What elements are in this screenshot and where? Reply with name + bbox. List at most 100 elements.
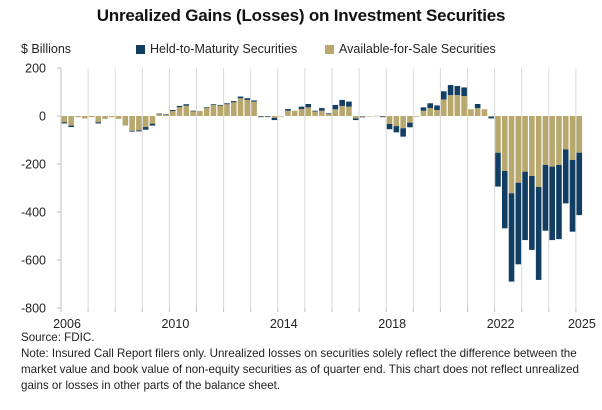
bar-afs-2024Q1 — [549, 116, 555, 167]
bar-afs-2014Q2 — [285, 110, 291, 116]
bar-htm-2020Q4 — [461, 87, 467, 97]
bar-afs-2016Q4 — [352, 116, 359, 119]
bar-htm-2023Q4 — [542, 164, 549, 231]
bar-afs-2007Q2 — [95, 116, 102, 123]
legend-item-htm: Held-to-Maturity Securities — [136, 42, 297, 56]
bar-afs-2019Q1 — [413, 116, 420, 117]
bar-htm-2022Q1 — [495, 152, 501, 187]
axes: 200 0 -200 -400 -600 -800 2006 2010 2014 2018 2022… — [21, 62, 596, 331]
bar-htm-2006Q1 — [61, 122, 68, 124]
bar-htm-2019Q4 — [434, 105, 440, 110]
bar-afs-2018Q2 — [393, 116, 400, 127]
legend-swatch-htm — [136, 44, 145, 54]
bar-afs-2022Q3 — [508, 116, 515, 194]
bar-htm-2022Q3 — [508, 193, 515, 282]
y-tick-label: 200 — [25, 62, 46, 76]
bar-afs-2011Q4 — [217, 105, 223, 116]
bar-htm-2016Q3 — [346, 101, 352, 107]
footer: Source: FDIC. Note: Insured Call Report … — [21, 330, 596, 394]
bar-afs-2018Q4 — [407, 116, 413, 123]
bar-htm-2012Q2 — [230, 101, 237, 103]
bar-afs-2008Q4 — [136, 116, 142, 131]
bar-htm-2010Q2 — [176, 105, 183, 108]
bar-htm-2023Q2 — [529, 176, 535, 250]
bar-htm-2023Q1 — [522, 171, 528, 241]
bar-afs-2015Q2 — [312, 111, 318, 116]
bar-htm-2011Q3 — [210, 104, 217, 105]
bar-afs-2011Q1 — [197, 110, 203, 116]
bar-htm-2023Q3 — [535, 187, 542, 280]
bar-htm-2009Q4 — [163, 114, 169, 115]
bar-afs-2012Q4 — [244, 99, 251, 116]
bar-afs-2013Q2 — [258, 116, 264, 117]
bar-afs-2024Q4 — [569, 116, 576, 160]
bar-afs-2007Q3 — [102, 116, 108, 119]
bar-afs-2020Q3 — [454, 95, 461, 116]
bar-afs-2014Q3 — [291, 110, 298, 116]
bar-afs-2017Q1 — [359, 116, 366, 117]
bar-afs-2021Q3 — [481, 109, 488, 116]
bar-htm-2015Q1 — [305, 104, 312, 108]
bar-htm-2008Q3 — [129, 130, 135, 132]
bar-htm-2024Q2 — [556, 164, 562, 240]
bars — [61, 85, 583, 282]
bar-htm-2020Q3 — [454, 86, 461, 96]
bar-htm-2016Q2 — [339, 99, 345, 106]
bar-afs-2024Q2 — [556, 116, 562, 165]
bar-afs-2023Q1 — [522, 116, 528, 172]
y-tick-label: -800 — [21, 302, 46, 316]
bar-afs-2011Q2 — [203, 107, 210, 116]
bar-afs-2010Q2 — [176, 107, 183, 116]
chart-title: Unrealized Gains (Losses) on Investment … — [96, 6, 506, 25]
bar-afs-2006Q2 — [68, 116, 74, 126]
bar-htm-2006Q2 — [68, 125, 74, 128]
bar-afs-2008Q1 — [115, 116, 122, 119]
bar-afs-2010Q4 — [190, 110, 196, 116]
bar-afs-2010Q1 — [170, 110, 176, 116]
bar-afs-2019Q2 — [420, 110, 427, 116]
bar-afs-2009Q2 — [149, 116, 156, 124]
bar-afs-2012Q3 — [237, 98, 244, 116]
bar-afs-2020Q4 — [461, 96, 467, 116]
bar-htm-2021Q2 — [474, 104, 481, 109]
bar-htm-2015Q2 — [312, 110, 318, 112]
bar-afs-2023Q2 — [529, 116, 535, 176]
bar-afs-2006Q1 — [61, 116, 68, 123]
bar-htm-2013Q4 — [271, 117, 278, 121]
bar-afs-2011Q3 — [210, 104, 217, 116]
bar-afs-2013Q3 — [264, 116, 271, 117]
y-tick-label: 0 — [39, 110, 46, 124]
legend-item-afs: Available-for-Sale Securities — [325, 42, 496, 56]
bar-afs-2009Q1 — [142, 116, 149, 128]
bar-htm-2014Q2 — [285, 109, 291, 111]
bar-htm-2019Q3 — [427, 103, 434, 109]
bar-afs-2023Q3 — [535, 116, 542, 188]
bar-htm-2012Q3 — [237, 96, 244, 99]
bar-afs-2009Q4 — [163, 114, 169, 116]
x-tick-label: 2022 — [487, 317, 515, 330]
bar-afs-2015Q4 — [325, 114, 332, 116]
chart-plot: 200 0 -200 -400 -600 -800 2006 2010 2014 2018 2022… — [21, 62, 596, 331]
bar-htm-2010Q4 — [190, 110, 196, 112]
bar-htm-2015Q4 — [325, 113, 332, 115]
bar-afs-2006Q3 — [75, 116, 81, 118]
bar-afs-2020Q2 — [447, 95, 454, 116]
bar-htm-2008Q4 — [136, 130, 142, 132]
bar-htm-2007Q2 — [95, 122, 102, 124]
bar-afs-2019Q3 — [427, 108, 434, 116]
x-tick-label: 2014 — [270, 317, 298, 330]
bar-htm-2018Q1 — [386, 123, 393, 130]
bar-afs-2021Q1 — [468, 109, 474, 116]
bar-afs-2008Q2 — [122, 116, 129, 126]
bar-htm-2022Q2 — [501, 170, 508, 229]
bar-afs-2010Q3 — [183, 105, 190, 116]
bar-afs-2007Q1 — [88, 116, 95, 118]
bar-htm-2013Q3 — [264, 116, 271, 118]
bar-afs-2018Q1 — [386, 116, 393, 124]
bar-htm-2018Q4 — [407, 122, 413, 128]
bar-afs-2015Q3 — [319, 110, 325, 116]
footnote: Note: Insured Call Report filers only. U… — [21, 347, 579, 392]
bar-afs-2008Q3 — [129, 116, 135, 131]
bar-htm-2009Q3 — [156, 113, 163, 115]
x-tick-label: 2018 — [378, 317, 406, 330]
